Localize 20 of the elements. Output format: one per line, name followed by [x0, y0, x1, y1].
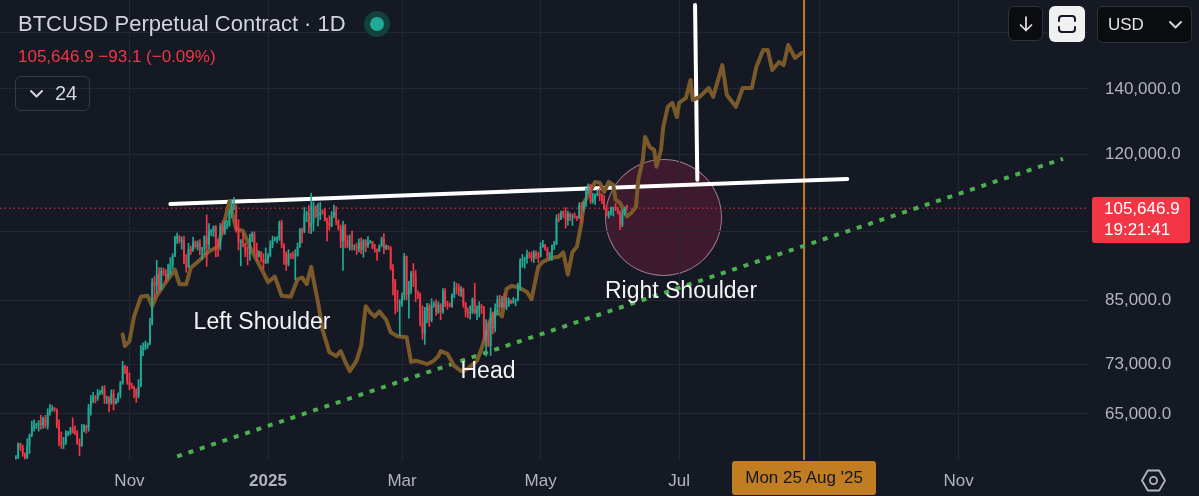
x-tick-label: Nov	[114, 470, 146, 490]
x-tick-label: 2025	[249, 470, 287, 490]
annotation: 24	[55, 81, 78, 106]
annotation: Head	[460, 356, 516, 384]
x-tick-label: May	[524, 470, 558, 490]
annotation: Right Shoulder	[604, 276, 758, 304]
x-tick-label: Jul	[668, 470, 691, 490]
ref-line-label: 105,646.9	[1104, 197, 1180, 220]
text: 105,646.9 −93.1 (−0.09%)	[18, 46, 216, 68]
text: 19:21:41	[1104, 218, 1171, 241]
y-tick-label: 73,000.0	[1105, 354, 1172, 374]
annotation: Left Shoulder	[193, 307, 331, 335]
x-tick-label: Mar	[387, 470, 418, 490]
x-tick-label: Nov	[943, 470, 975, 490]
text: USD	[1108, 14, 1144, 36]
y-tick-label: 65,000.0	[1105, 403, 1172, 423]
y-tick-label: 140,000.0	[1105, 78, 1181, 98]
y-tick-label: 85,000.0	[1105, 289, 1172, 309]
y-tick-label: 120,000.0	[1105, 143, 1181, 163]
text: BTCUSD Perpetual Contract · 1D	[18, 10, 346, 38]
